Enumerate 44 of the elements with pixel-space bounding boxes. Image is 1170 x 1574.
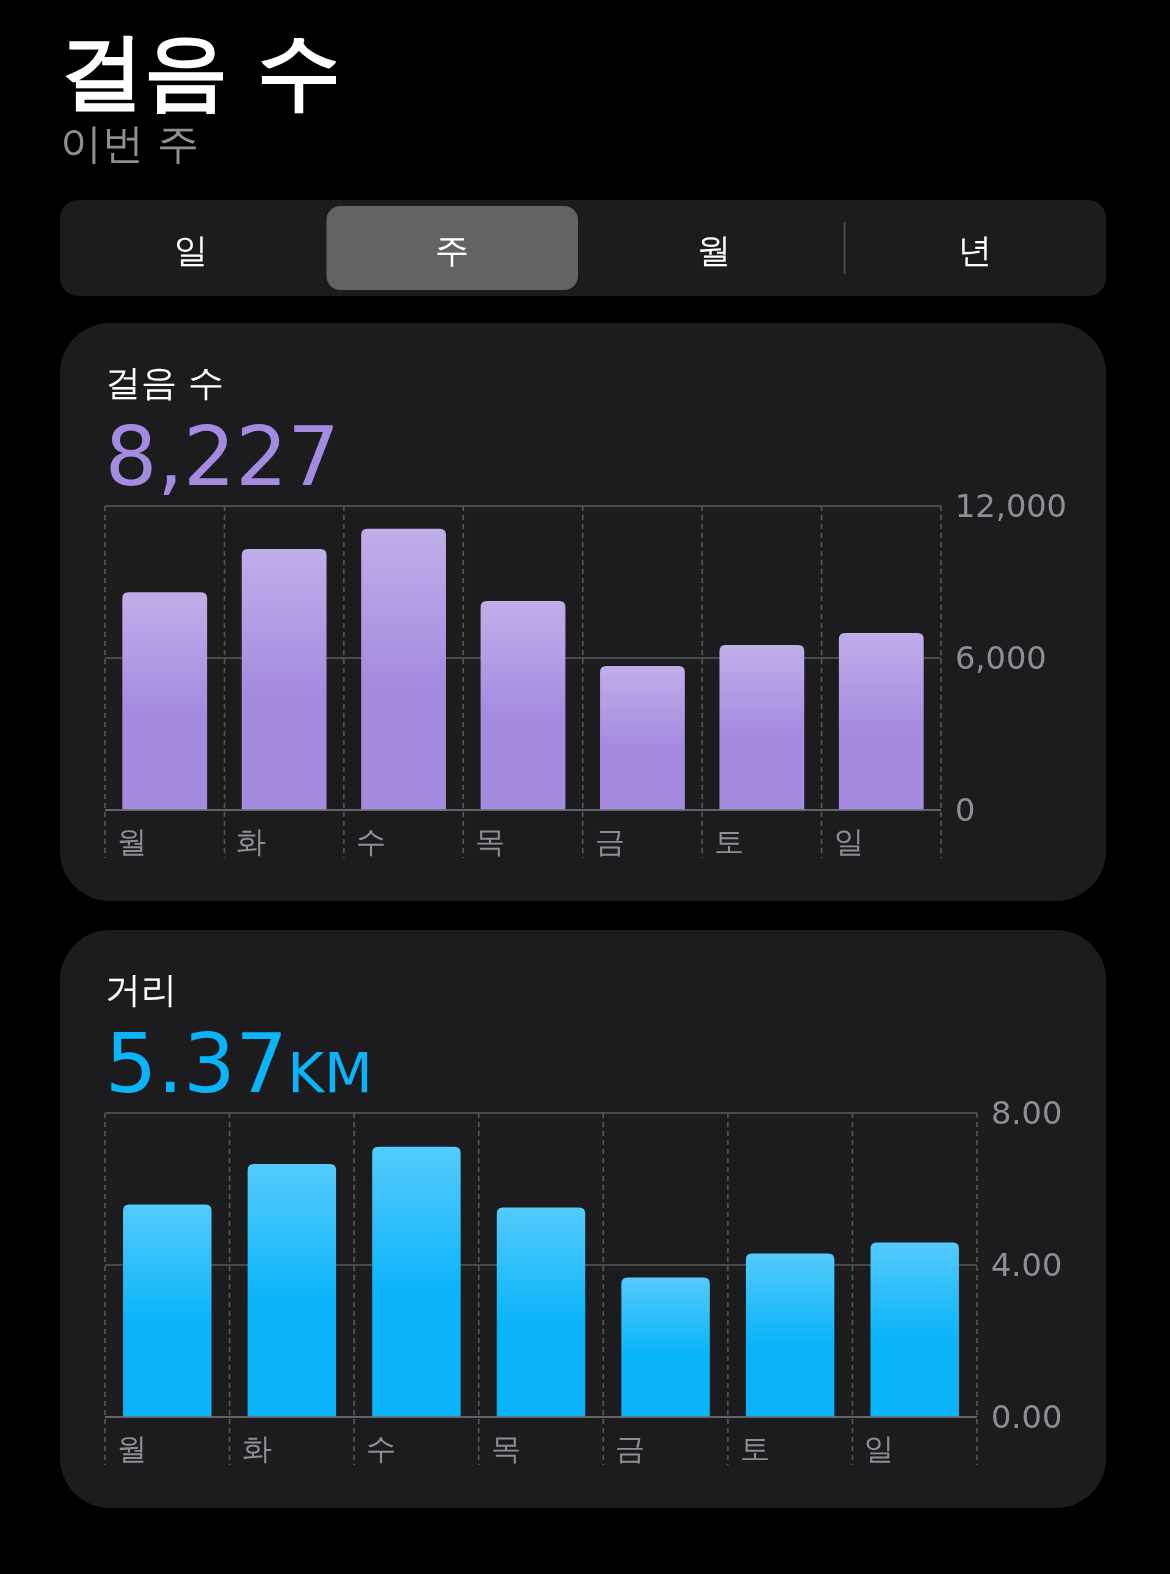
x-tick-label: 목 — [475, 824, 506, 859]
chart-title: 거리 — [105, 969, 177, 1010]
y-tick-label: 0.00 — [991, 1398, 1063, 1436]
x-tick-label: 목 — [490, 1431, 521, 1466]
y-tick-label: 0 — [955, 791, 976, 829]
x-tick-label: 수 — [366, 1431, 397, 1466]
bar — [870, 1242, 959, 1417]
text: 이번 주 — [60, 119, 200, 168]
text: 주 — [435, 230, 470, 270]
text: 월 — [696, 230, 731, 270]
x-tick-label: 일 — [833, 824, 864, 859]
x-tick-label: 토 — [714, 824, 745, 859]
y-tick-label: 6,000 — [955, 639, 1047, 677]
x-tick-label: 화 — [241, 1431, 272, 1466]
y-tick-label: 4.00 — [991, 1246, 1063, 1284]
chart-subtitle: 8,227 — [105, 409, 340, 504]
text: 걸음 수 — [60, 22, 342, 120]
y-tick-label: 12,000 — [955, 487, 1067, 525]
bar — [372, 1146, 461, 1417]
x-tick-label: 금 — [615, 1431, 646, 1466]
bar — [838, 632, 924, 810]
text: 년 — [958, 230, 993, 270]
chart-title: 걸음 수 — [105, 362, 225, 403]
x-tick-label: 수 — [355, 824, 386, 859]
y-tick-label: 8.00 — [991, 1094, 1063, 1132]
bar — [123, 1204, 212, 1417]
bar — [745, 1253, 835, 1417]
bar — [496, 1207, 586, 1417]
x-tick-label: 일 — [864, 1431, 895, 1466]
x-tick-label: 토 — [739, 1431, 770, 1466]
bar — [600, 666, 685, 810]
bar — [621, 1277, 710, 1417]
bar — [241, 549, 327, 810]
bar — [247, 1163, 337, 1417]
bar — [122, 592, 208, 810]
bar — [480, 601, 566, 810]
bar — [361, 528, 446, 810]
x-tick-label: 화 — [236, 824, 267, 859]
bar — [719, 645, 805, 810]
x-tick-label: 월 — [117, 1431, 147, 1466]
x-tick-label: 금 — [594, 824, 625, 859]
chart-subtitle: 5.37KM — [105, 1016, 373, 1111]
text: 일 — [173, 230, 208, 270]
x-tick-label: 월 — [117, 824, 147, 859]
